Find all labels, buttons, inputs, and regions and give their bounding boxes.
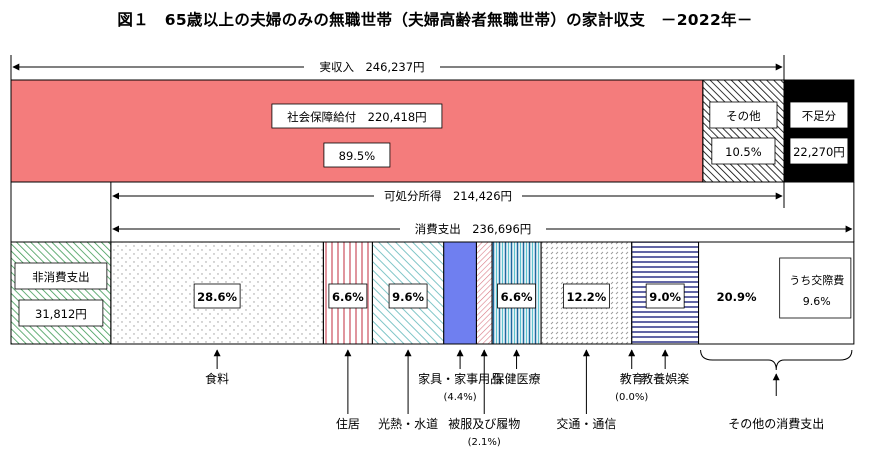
- social-security-label-box: [271, 103, 443, 129]
- category-label-8: 教育: [620, 371, 644, 386]
- sub-item-label: うち交際費: [789, 273, 844, 287]
- consumption-label: 消費支出 236,696円: [415, 222, 532, 236]
- category-share-8: (0.0%): [615, 392, 648, 403]
- non-consumption-label-box: [14, 262, 108, 290]
- shortfall-label-box: [789, 101, 849, 129]
- category-label-2: 住居: [336, 417, 360, 431]
- social-security-share: 89.5%: [339, 149, 376, 163]
- expenditure-share-box-2: [328, 283, 368, 309]
- income-label-bg: [304, 58, 440, 76]
- category-label-10: その他の消費支出: [728, 416, 824, 431]
- category-label-4: 家具・家事用品: [418, 371, 502, 386]
- category-label-1: 食料: [205, 371, 229, 386]
- non-consumption-label: 非消費支出: [32, 270, 90, 284]
- other-consumption-brace: [700, 349, 853, 371]
- expenditure-share-9: 9.0%: [649, 290, 681, 304]
- category-label-3: 光熱・水道: [378, 417, 438, 431]
- expenditure-share-box-9: [645, 283, 685, 309]
- income-total-label: 実収入 246,237円: [319, 60, 424, 74]
- other-income-label-box: [709, 101, 778, 129]
- other-income-label: その他: [726, 109, 761, 123]
- expenditure-segment-5: [475, 241, 493, 345]
- shortfall-bar: [783, 79, 855, 183]
- other-income-bar: [702, 79, 785, 183]
- disposable-label: 可処分所得 214,426円: [384, 189, 512, 203]
- sub-item-box: [779, 257, 852, 319]
- sub-item-share: 9.6%: [803, 295, 831, 308]
- chart-title: 図１ 65歳以上の夫婦のみの無職世帯（夫婦高齢者無職世帯）の家計収支 －2022…: [117, 11, 753, 29]
- expenditure-share-10: 20.9%: [717, 290, 757, 304]
- social-security-label: 社会保障給付 220,418円: [287, 110, 427, 124]
- other-income-share: 10.5%: [725, 145, 762, 159]
- expenditure-share-box-6: [497, 283, 536, 309]
- non-consumption-bar: [10, 241, 112, 345]
- expenditure-share-3: 9.6%: [392, 290, 424, 304]
- category-label-6: 保健医療: [493, 372, 541, 386]
- category-share-5: (2.1%): [468, 437, 501, 448]
- expenditure-share-box-7: [562, 283, 610, 309]
- expenditure-share-1: 28.6%: [197, 290, 237, 304]
- expenditure-segment-4: [443, 241, 477, 345]
- shortfall-amount: 22,270円: [793, 145, 845, 159]
- category-label-9: 教養娯楽: [641, 371, 689, 386]
- social-security-share-box: [323, 142, 391, 168]
- expenditure-share-box-3: [388, 283, 428, 309]
- expenditure-share-7: 12.2%: [566, 290, 606, 304]
- expenditure-share-6: 6.6%: [501, 290, 533, 304]
- expenditure-share-2: 6.6%: [332, 290, 364, 304]
- shortfall-label: 不足分: [802, 109, 837, 123]
- shortfall-amount-box: [789, 137, 849, 165]
- expenditure-share-box-1: [193, 283, 241, 309]
- category-label-7: 交通・通信: [556, 416, 616, 431]
- category-share-4: (4.4%): [443, 392, 476, 403]
- category-label-5: 被服及び履物: [448, 417, 520, 431]
- non-consumption-amount: 31,812円: [35, 307, 87, 321]
- consumption-label-bg: [400, 220, 546, 238]
- disposable-label-bg: [374, 187, 522, 205]
- non-consumption-amount-box: [18, 299, 104, 327]
- other-income-share-box: [711, 137, 776, 165]
